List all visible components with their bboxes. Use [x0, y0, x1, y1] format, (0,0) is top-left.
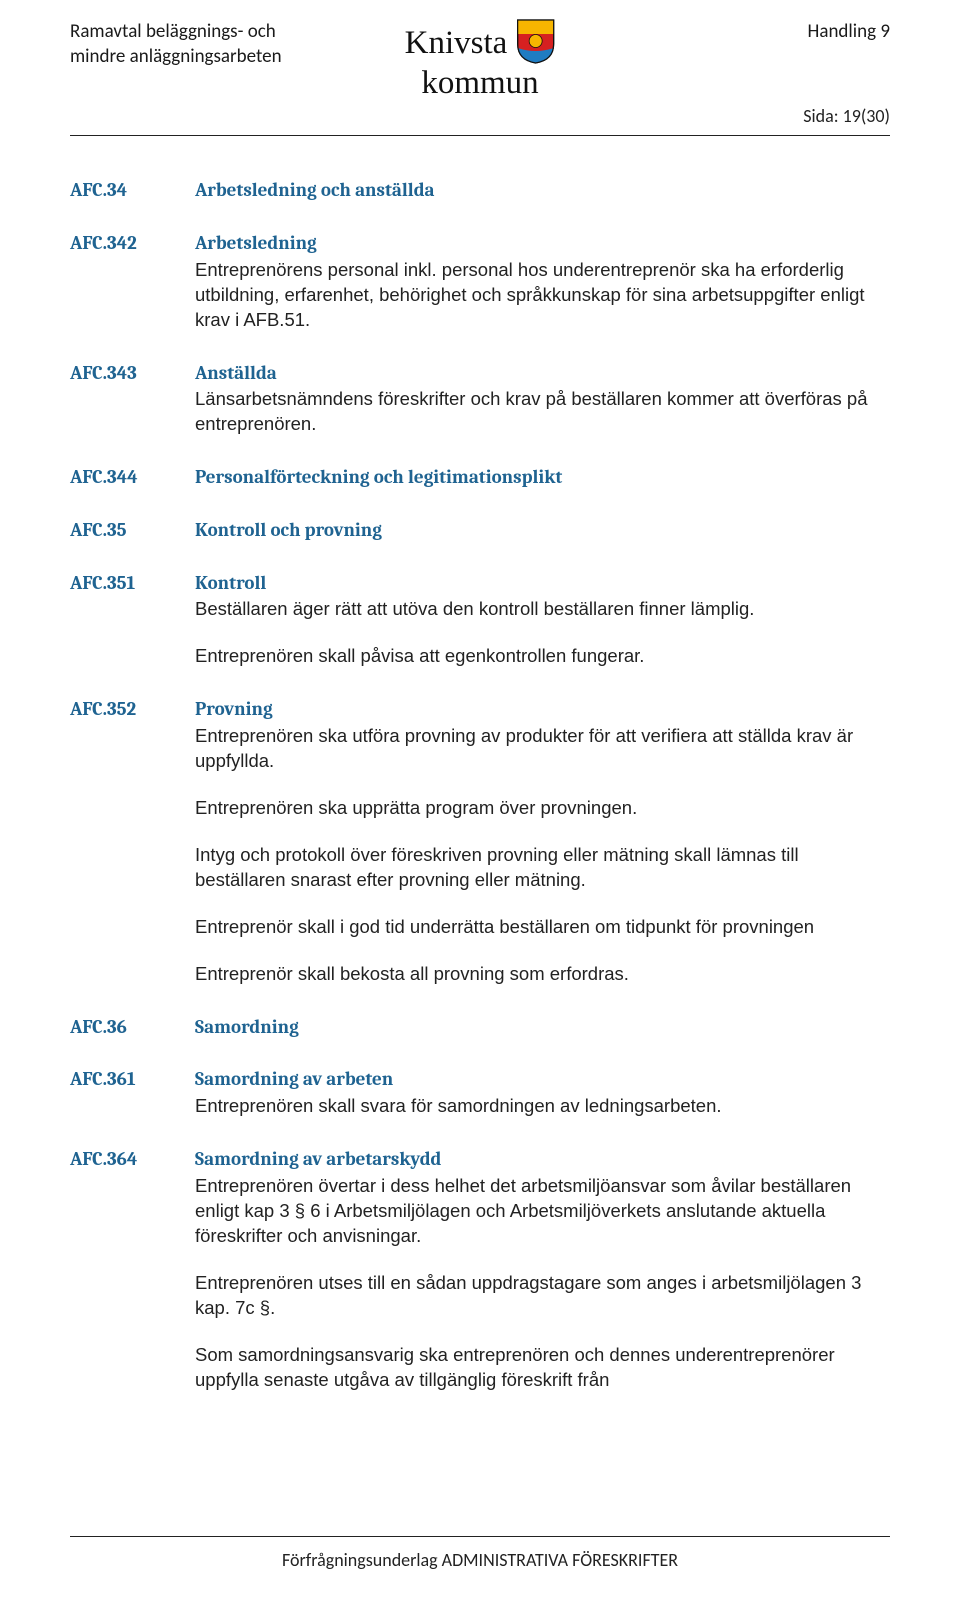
section-content: Anställda Länsarbetsnämndens föreskrifte… [195, 361, 890, 438]
section-code: AFC.344 [70, 465, 195, 488]
section-code: AFC.36 [70, 1015, 195, 1038]
section-body-p1: Entreprenören ska utföra provning av pro… [195, 724, 890, 774]
header-title-line1: Ramavtal beläggnings- och [70, 20, 282, 45]
section-row: AFC.36 Samordning [70, 1015, 890, 1040]
section-heading: Samordning av arbeten [195, 1067, 890, 1092]
section-heading: Samordning [195, 1015, 890, 1040]
section-row: AFC.343 Anställda Länsarbetsnämndens för… [70, 361, 890, 438]
section-afc351: AFC.351 Kontroll Beställaren äger rätt a… [70, 571, 890, 670]
section-heading: Personalförteckning och legitimationspli… [195, 465, 890, 490]
section-body-p5: Entreprenör skall bekosta all provning s… [195, 962, 890, 987]
section-content: Arbetsledning Entreprenörens personal in… [195, 231, 890, 333]
section-content: Provning Entreprenören ska utföra provni… [195, 697, 890, 986]
header-left: Ramavtal beläggnings- och mindre anläggn… [70, 18, 282, 69]
section-content: Samordning av arbeten Entreprenören skal… [195, 1067, 890, 1119]
footer-text: Förfrågningsunderlag ADMINISTRATIVA FÖRE… [0, 1549, 960, 1571]
section-afc352: AFC.352 Provning Entreprenören ska utför… [70, 697, 890, 986]
section-code: AFC.34 [70, 178, 195, 201]
section-afc343: AFC.343 Anställda Länsarbetsnämndens för… [70, 361, 890, 438]
section-code: AFC.35 [70, 518, 195, 541]
section-body-p1: Entreprenören övertar i dess helhet det … [195, 1174, 890, 1249]
header-right: Handling 9 [808, 18, 890, 43]
section-body-p3: Intyg och protokoll över föreskriven pro… [195, 843, 890, 893]
header-logo: Knivsta kommun [405, 18, 556, 102]
page-header: Ramavtal beläggnings- och mindre anläggn… [70, 18, 890, 69]
section-row: AFC.344 Personalförteckning och legitima… [70, 465, 890, 490]
section-heading: Kontroll [195, 571, 890, 596]
logo-text-1: Knivsta [405, 27, 508, 60]
header-title-line2: mindre anläggningsarbeten [70, 45, 282, 70]
page-number: Sida: 19(30) [70, 105, 890, 127]
section-content: Arbetsledning och anställda [195, 178, 890, 203]
section-content: Samordning av arbetarskydd Entreprenören… [195, 1147, 890, 1392]
section-afc342: AFC.342 Arbetsledning Entreprenörens per… [70, 231, 890, 333]
section-afc361: AFC.361 Samordning av arbeten Entreprenö… [70, 1067, 890, 1119]
logo-wrap: Knivsta kommun [405, 18, 556, 102]
section-body-p2: Entreprenören utses till en sådan uppdra… [195, 1271, 890, 1321]
section-row: AFC.351 Kontroll Beställaren äger rätt a… [70, 571, 890, 670]
footer-rule [70, 1536, 890, 1537]
section-content: Kontroll och provning [195, 518, 890, 543]
section-body-p2: Entreprenören ska upprätta program över … [195, 796, 890, 821]
section-heading: Arbetsledning [195, 231, 890, 256]
section-row: AFC.352 Provning Entreprenören ska utför… [70, 697, 890, 986]
section-heading: Arbetsledning och anställda [195, 178, 890, 203]
section-afc364: AFC.364 Samordning av arbetarskydd Entre… [70, 1147, 890, 1392]
logo-text-2: kommun [421, 65, 538, 102]
section-row: AFC.342 Arbetsledning Entreprenörens per… [70, 231, 890, 333]
section-afc36: AFC.36 Samordning [70, 1015, 890, 1040]
section-body: Länsarbetsnämndens föreskrifter och krav… [195, 387, 890, 437]
section-code: AFC.343 [70, 361, 195, 384]
section-heading: Samordning av arbetarskydd [195, 1147, 890, 1172]
section-afc34: AFC.34 Arbetsledning och anställda [70, 178, 890, 203]
section-code: AFC.361 [70, 1067, 195, 1090]
section-body-p3: Som samordningsansvarig ska entreprenöre… [195, 1343, 890, 1393]
document-page: Ramavtal beläggnings- och mindre anläggn… [0, 0, 960, 1597]
section-code: AFC.351 [70, 571, 195, 594]
section-heading: Kontroll och provning [195, 518, 890, 543]
section-row: AFC.364 Samordning av arbetarskydd Entre… [70, 1147, 890, 1392]
section-body-p1: Beställaren äger rätt att utöva den kont… [195, 597, 890, 622]
section-row: AFC.35 Kontroll och provning [70, 518, 890, 543]
section-content: Personalförteckning och legitimationspli… [195, 465, 890, 490]
section-afc35: AFC.35 Kontroll och provning [70, 518, 890, 543]
section-content: Kontroll Beställaren äger rätt att utöva… [195, 571, 890, 670]
section-code: AFC.342 [70, 231, 195, 254]
header-rule [70, 135, 890, 136]
section-row: AFC.361 Samordning av arbeten Entreprenö… [70, 1067, 890, 1119]
section-afc344: AFC.344 Personalförteckning och legitima… [70, 465, 890, 490]
section-body: Entreprenörens personal inkl. personal h… [195, 258, 890, 333]
section-code: AFC.352 [70, 697, 195, 720]
section-body-p4: Entreprenör skall i god tid underrätta b… [195, 915, 890, 940]
section-code: AFC.364 [70, 1147, 195, 1170]
section-row: AFC.34 Arbetsledning och anställda [70, 178, 890, 203]
shield-icon [515, 18, 555, 69]
section-content: Samordning [195, 1015, 890, 1040]
section-heading: Provning [195, 697, 890, 722]
logo-row: Knivsta [405, 18, 556, 69]
section-body-p2: Entreprenören skall påvisa att egenkontr… [195, 644, 890, 669]
section-body: Entreprenören skall svara för samordning… [195, 1094, 890, 1119]
section-heading: Anställda [195, 361, 890, 386]
